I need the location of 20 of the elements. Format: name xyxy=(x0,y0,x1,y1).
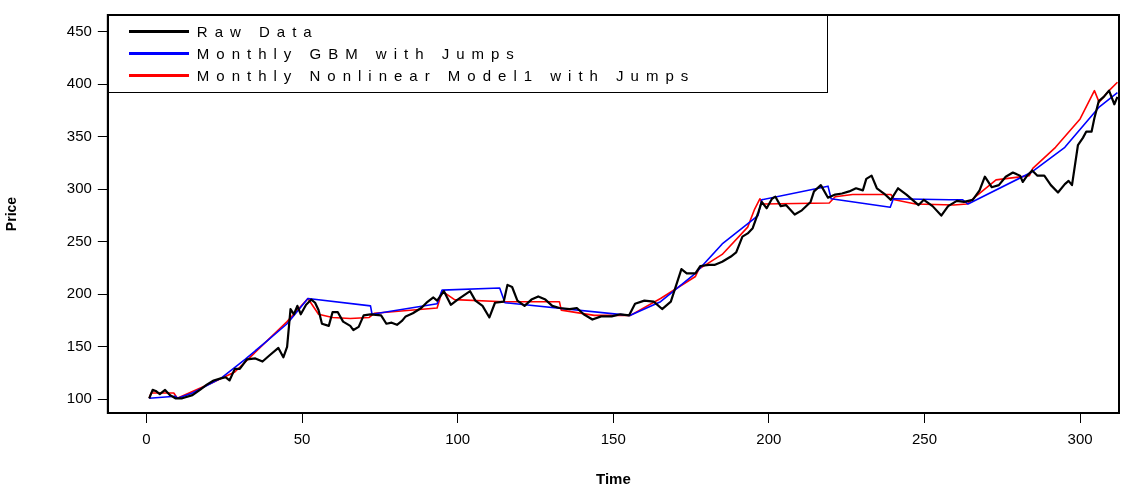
y-tick-label: 250 xyxy=(66,231,92,249)
legend-label: Raw Data xyxy=(196,22,319,40)
y-tick-label: 200 xyxy=(66,284,92,302)
x-tick-label: 300 xyxy=(1067,430,1093,448)
y-tick-label: 100 xyxy=(66,389,92,407)
x-tick-label: 100 xyxy=(445,430,471,448)
y-tick-label: 450 xyxy=(66,21,92,39)
y-tick-label: 400 xyxy=(66,74,92,92)
x-axis-title: Time xyxy=(596,470,631,488)
y-tick-label: 300 xyxy=(66,179,92,197)
x-tick-label: 0 xyxy=(142,430,151,448)
legend-label: Monthly GBM with Jumps xyxy=(196,44,521,62)
x-tick-label: 250 xyxy=(911,430,937,448)
y-tick-label: 350 xyxy=(66,126,92,144)
y-axis-title: Price xyxy=(3,196,20,232)
x-tick-label: 200 xyxy=(756,430,782,448)
x-tick-label: 150 xyxy=(600,430,626,448)
x-tick-label: 50 xyxy=(293,430,311,448)
y-tick-label: 150 xyxy=(66,336,92,354)
legend-label: Monthly Nonlinear Model1 with Jumps xyxy=(196,66,696,84)
